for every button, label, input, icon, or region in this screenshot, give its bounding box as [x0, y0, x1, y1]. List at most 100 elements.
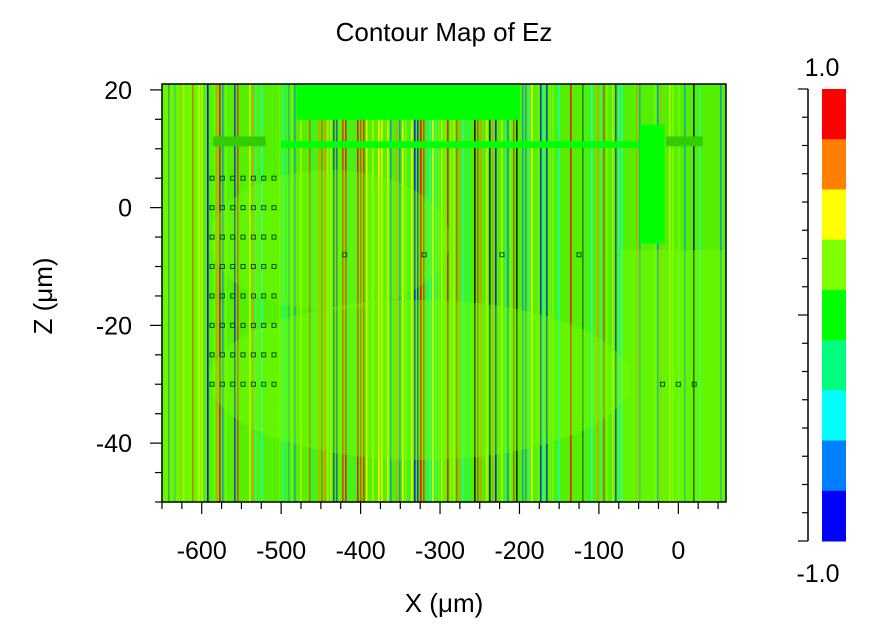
field-stripe	[279, 84, 281, 502]
scatterer	[691, 381, 697, 387]
field-stripe	[444, 84, 446, 502]
colorbar-swatch	[822, 390, 846, 442]
colorbar-swatch	[822, 239, 846, 291]
field-stripe	[252, 84, 254, 502]
colorbar-swatch	[822, 440, 846, 492]
scatterer	[240, 264, 246, 270]
field-stripe	[447, 84, 449, 502]
field-stripe	[531, 84, 533, 502]
colorbar-min-label: -1.0	[796, 560, 839, 588]
field-stripe	[390, 84, 392, 502]
field-stripe	[660, 84, 662, 502]
field-overlays	[162, 84, 726, 502]
field-stripe	[336, 84, 338, 502]
scatterer	[240, 175, 246, 181]
field-stripe	[450, 84, 452, 502]
field-stripe	[234, 84, 236, 502]
scatterer	[250, 293, 256, 299]
field-stripe	[363, 84, 365, 502]
field-stripe	[426, 84, 428, 502]
field-stripe	[654, 84, 656, 502]
colorbar-swatch	[822, 289, 846, 341]
field-stripe	[537, 84, 539, 502]
field-stripe	[657, 84, 659, 502]
field-stripe	[480, 84, 482, 502]
scatterer	[342, 252, 348, 258]
field-overlay	[620, 250, 726, 502]
field-stripe	[366, 84, 368, 502]
field-stripe	[291, 84, 293, 502]
y-tick-label: -40	[96, 430, 132, 458]
field-stripe	[396, 84, 398, 502]
field-stripe	[510, 84, 512, 502]
plot-frame	[161, 83, 727, 503]
field-stripe	[597, 84, 599, 502]
scatterer	[230, 234, 236, 240]
scatterer	[209, 264, 215, 270]
field-stripe	[504, 84, 506, 502]
scatterer	[209, 293, 215, 299]
scatterer	[219, 205, 225, 211]
scatterer	[271, 175, 277, 181]
scatterer	[261, 381, 267, 387]
scatterer	[230, 352, 236, 358]
field-stripe	[600, 84, 602, 502]
scatterer	[271, 293, 277, 299]
field-stripe	[522, 84, 524, 502]
x-tick-label: 0	[671, 537, 685, 565]
scatterer	[250, 264, 256, 270]
field-stripe	[486, 84, 488, 502]
scatterer	[271, 234, 277, 240]
field-stripe	[570, 84, 572, 502]
taper-block	[639, 124, 665, 244]
field-stripe	[333, 84, 335, 502]
scatterer	[250, 381, 256, 387]
scatterer	[209, 175, 215, 181]
field-stripe	[318, 84, 320, 502]
field-stripe	[435, 84, 437, 502]
y-tick-label: 20	[104, 77, 132, 105]
scatterer	[240, 293, 246, 299]
scatterer	[421, 252, 427, 258]
device-structures	[209, 84, 703, 387]
field-stripe	[417, 84, 419, 502]
field-stripe	[423, 84, 425, 502]
field-stripe	[582, 84, 584, 502]
field-stripe	[282, 84, 284, 502]
field-stripe	[546, 84, 548, 502]
field-stripe	[699, 84, 701, 502]
scatterer	[230, 205, 236, 211]
scatterer	[271, 205, 277, 211]
colorbar-swatch	[822, 189, 846, 241]
colorbar-max-label: 1.0	[805, 54, 840, 82]
field-stripe	[414, 84, 416, 502]
field-stripe	[399, 84, 401, 502]
x-tick-label: -300	[415, 537, 465, 565]
field-stripe	[330, 84, 332, 502]
field-stripe	[603, 84, 605, 502]
field-stripe	[540, 84, 542, 502]
colorbar-swatch	[822, 490, 846, 542]
field-stripe	[225, 84, 227, 502]
field-stripe	[543, 84, 545, 502]
field-stripe	[237, 84, 239, 502]
field-stripe	[474, 84, 476, 502]
field-stripe	[672, 84, 674, 502]
field-stripe	[489, 84, 491, 502]
field-stripe	[636, 84, 638, 502]
scatterer	[499, 252, 505, 258]
field-stripe	[411, 84, 413, 502]
scatterer	[261, 264, 267, 270]
scatterer	[240, 322, 246, 328]
field-stripe	[405, 84, 407, 502]
field-stripe	[402, 84, 404, 502]
plot-area	[162, 84, 726, 502]
scatterer	[250, 322, 256, 328]
scatterer	[271, 264, 277, 270]
scatterer	[261, 293, 267, 299]
scatterer	[659, 381, 665, 387]
field-stripe	[456, 84, 458, 502]
scatterer	[209, 381, 215, 387]
field-stripe	[345, 84, 347, 502]
